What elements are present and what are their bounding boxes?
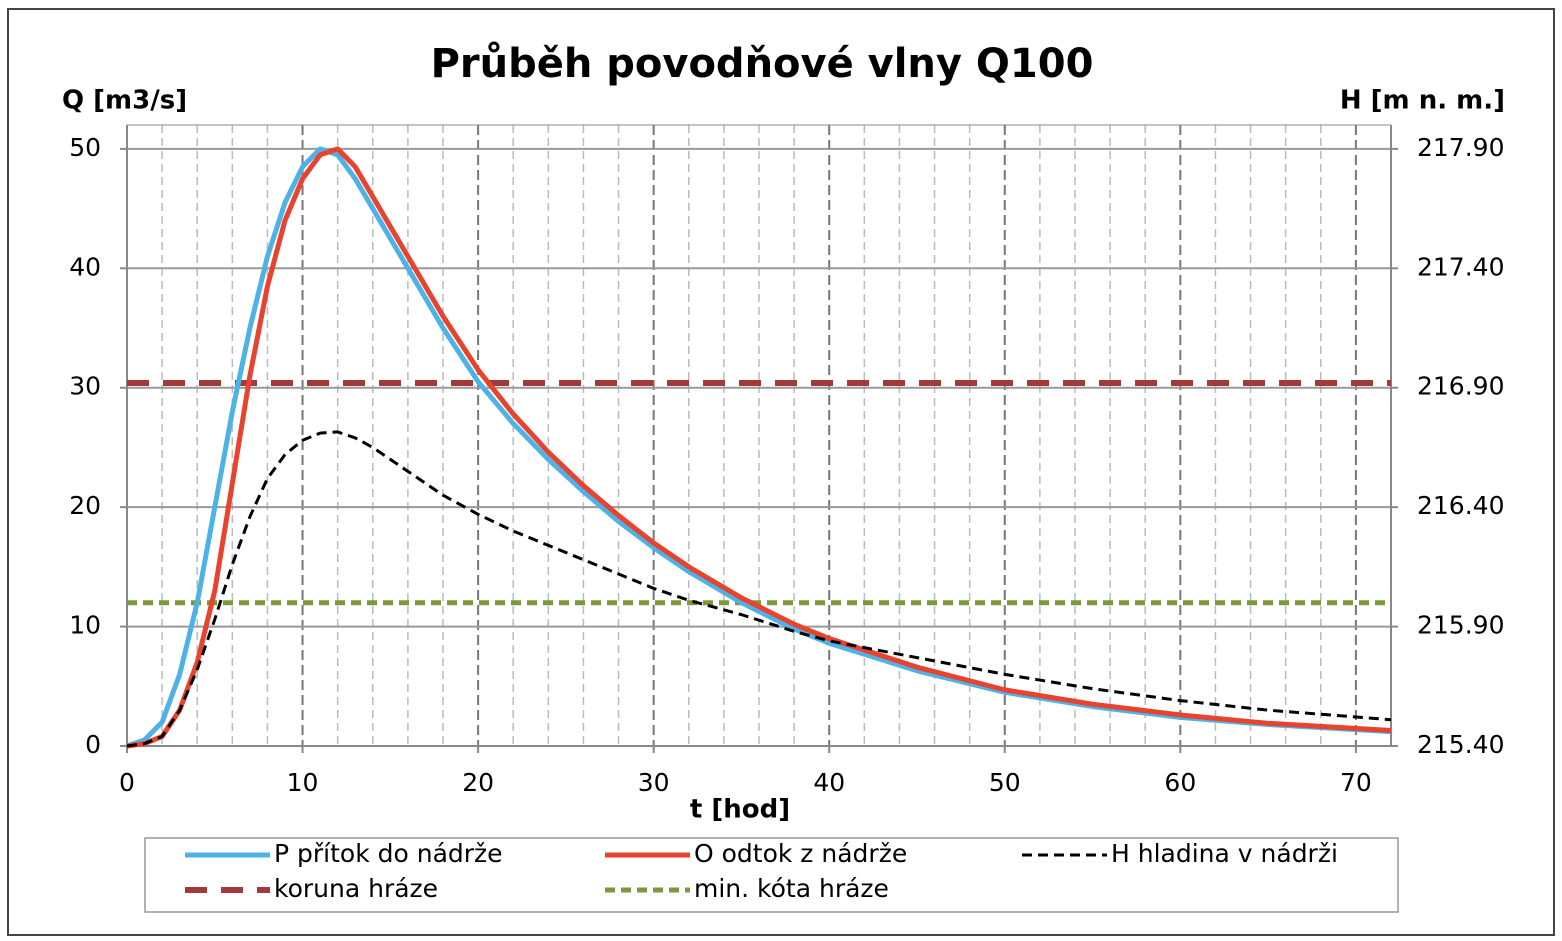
x-tick-label: 50 — [989, 768, 1021, 797]
chart-title: Průběh povodňové vlny Q100 — [431, 40, 1094, 87]
x-tick-label: 20 — [462, 768, 494, 797]
y2-tick-label: 215.40 — [1417, 730, 1504, 759]
y-axis-title: Q [m3/s] — [62, 86, 187, 116]
x-tick-label: 10 — [287, 768, 319, 797]
legend — [144, 837, 1399, 913]
chart-border — [7, 8, 1555, 936]
x-tick-label: 70 — [1340, 768, 1372, 797]
y-tick-label: 10 — [69, 611, 101, 640]
y2-tick-label: 216.90 — [1417, 372, 1504, 401]
y2-tick-label: 215.90 — [1417, 611, 1504, 640]
y-tick-label: 0 — [85, 730, 101, 759]
legend-label: P přítok do nádrže — [274, 839, 503, 868]
legend-label: O odtok z nádrže — [694, 839, 907, 868]
y2-tick-label: 217.40 — [1417, 252, 1504, 281]
x-tick-label: 0 — [119, 768, 135, 797]
y2-tick-label: 216.40 — [1417, 491, 1504, 520]
y-tick-label: 20 — [69, 491, 101, 520]
legend-label: koruna hráze — [274, 874, 438, 903]
series-line — [126, 430, 1392, 748]
legend-label: min. kóta hráze — [694, 874, 889, 903]
legend-label: H hladina v nádrži — [1111, 839, 1338, 868]
series-line — [126, 146, 1392, 749]
y-tick-label: 50 — [69, 133, 101, 162]
x-axis-title: t [hod] — [690, 795, 790, 825]
x-tick-label: 30 — [638, 768, 670, 797]
x-tick-label: 60 — [1164, 768, 1196, 797]
y2-axis-title: H [m n. m.] — [1340, 86, 1505, 116]
x-tick-label: 40 — [813, 768, 845, 797]
y2-tick-label: 217.90 — [1417, 133, 1504, 162]
series-line — [126, 146, 1392, 749]
y-tick-label: 30 — [69, 372, 101, 401]
y-tick-label: 40 — [69, 252, 101, 281]
